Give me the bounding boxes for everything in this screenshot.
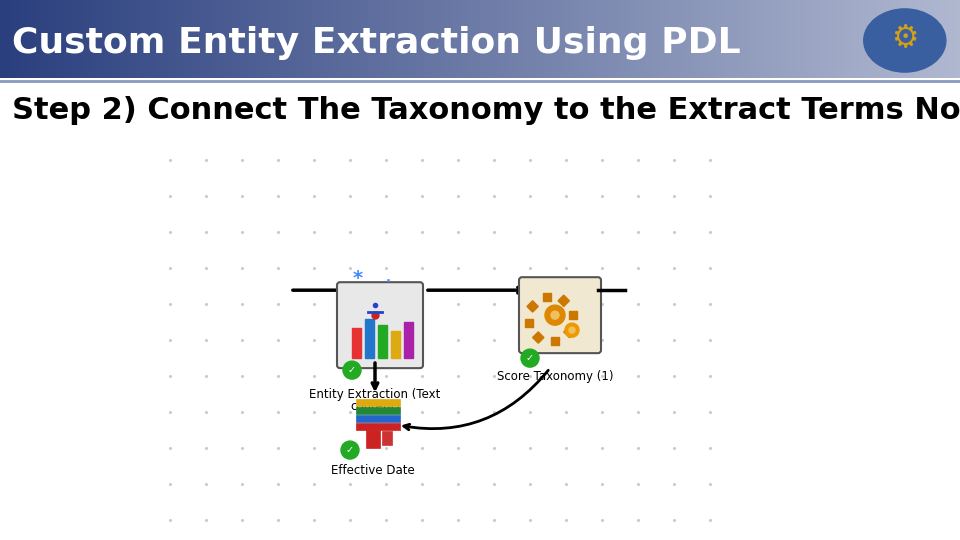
- Circle shape: [565, 323, 579, 337]
- Bar: [378, 325, 387, 358]
- Circle shape: [864, 9, 946, 72]
- Text: Custom Entity Extraction Using PDL: Custom Entity Extraction Using PDL: [12, 26, 740, 60]
- Bar: [356, 399, 400, 406]
- Bar: [382, 431, 392, 445]
- FancyBboxPatch shape: [519, 277, 601, 353]
- Circle shape: [569, 327, 575, 333]
- Text: Effective Date: Effective Date: [331, 464, 415, 477]
- Text: *: *: [353, 269, 363, 288]
- Bar: [569, 311, 577, 319]
- Bar: [551, 337, 559, 345]
- Bar: [527, 301, 539, 312]
- Bar: [365, 319, 374, 358]
- Text: ·: ·: [385, 272, 392, 292]
- Bar: [525, 319, 533, 327]
- Bar: [356, 415, 400, 422]
- Bar: [533, 332, 544, 343]
- Text: ⚙: ⚙: [891, 25, 919, 53]
- Text: Step 2) Connect The Taxonomy to the Extract Terms Node: Step 2) Connect The Taxonomy to the Extr…: [12, 96, 960, 125]
- Bar: [391, 331, 400, 358]
- Text: ✓: ✓: [348, 365, 356, 375]
- Circle shape: [551, 311, 559, 319]
- Bar: [404, 322, 413, 358]
- Bar: [564, 326, 575, 338]
- Circle shape: [343, 361, 361, 379]
- Text: Score Taxonomy (1): Score Taxonomy (1): [496, 370, 613, 383]
- Bar: [356, 407, 400, 414]
- FancyBboxPatch shape: [337, 282, 423, 368]
- Circle shape: [545, 305, 565, 325]
- Bar: [543, 293, 551, 301]
- Text: ✓: ✓: [346, 445, 354, 455]
- Bar: [356, 423, 400, 430]
- Bar: [366, 430, 380, 448]
- Circle shape: [341, 441, 359, 459]
- Text: ✓: ✓: [526, 353, 534, 363]
- Text: Entity Extraction (Text: Entity Extraction (Text: [309, 388, 441, 401]
- Bar: [352, 328, 361, 358]
- Text: content): content): [350, 400, 400, 413]
- Circle shape: [521, 349, 539, 367]
- Bar: [558, 295, 569, 306]
